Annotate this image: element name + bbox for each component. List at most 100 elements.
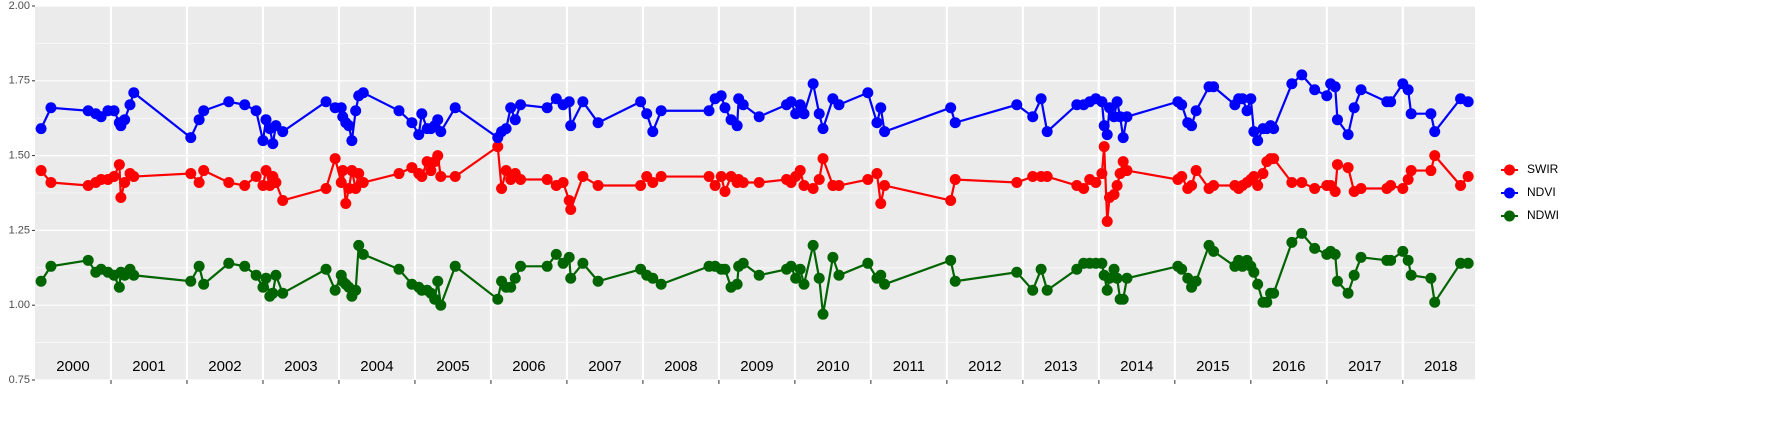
data-point — [1111, 272, 1123, 284]
data-point — [35, 123, 47, 135]
data-point — [115, 191, 127, 203]
data-point — [871, 168, 883, 180]
data-point — [1268, 153, 1280, 165]
data-point — [393, 263, 405, 275]
data-point — [193, 260, 205, 272]
data-point — [277, 126, 289, 138]
data-point — [945, 194, 957, 206]
data-point — [1348, 102, 1360, 114]
data-point — [1108, 263, 1120, 275]
data-point — [353, 168, 365, 180]
data-point — [492, 293, 504, 305]
data-point — [193, 177, 205, 189]
data-point — [794, 99, 806, 111]
data-point — [703, 105, 715, 117]
data-point — [113, 159, 125, 171]
data-point — [1176, 171, 1188, 183]
data-point — [1462, 257, 1474, 269]
data-point — [416, 171, 428, 183]
data-point — [715, 171, 727, 183]
data-point — [353, 239, 365, 251]
data-point — [329, 284, 341, 296]
data-point — [862, 174, 874, 186]
data-point — [827, 251, 839, 263]
year-label: 2017 — [1348, 358, 1381, 375]
year-label: 2013 — [1044, 358, 1077, 375]
data-point — [565, 120, 577, 132]
year-label: 2007 — [588, 358, 621, 375]
data-point — [1027, 284, 1039, 296]
data-point — [432, 275, 444, 287]
data-point — [1041, 171, 1053, 183]
data-point — [833, 180, 845, 192]
data-point — [1429, 150, 1441, 162]
data-point — [277, 287, 289, 299]
data-point — [1041, 284, 1053, 296]
data-point — [790, 108, 802, 120]
data-point — [1121, 111, 1133, 123]
data-point — [1190, 275, 1202, 287]
data-point — [515, 260, 527, 272]
data-point — [260, 272, 272, 284]
data-point — [406, 117, 418, 129]
data-point — [335, 102, 347, 114]
data-point — [1186, 120, 1198, 132]
data-point — [817, 153, 829, 165]
year-label: 2014 — [1120, 358, 1153, 375]
data-point — [563, 194, 575, 206]
data-point — [563, 96, 575, 108]
data-point — [1078, 183, 1090, 195]
data-point — [1111, 96, 1123, 108]
data-point — [1296, 69, 1308, 81]
data-point — [119, 177, 131, 189]
data-point — [1176, 263, 1188, 275]
data-point — [1385, 96, 1397, 108]
data-point — [128, 269, 140, 281]
data-point — [794, 263, 806, 275]
data-point — [655, 171, 667, 183]
data-point — [449, 171, 461, 183]
legend-label: NDWI — [1527, 208, 1559, 222]
data-point — [1011, 266, 1023, 278]
data-point — [635, 180, 647, 192]
data-point — [1101, 284, 1113, 296]
data-point — [1296, 177, 1308, 189]
data-point — [45, 177, 57, 189]
data-point — [577, 171, 589, 183]
data-point — [1355, 183, 1367, 195]
data-point — [1342, 162, 1354, 174]
data-point — [875, 269, 887, 281]
data-point — [785, 96, 797, 108]
data-point — [239, 99, 251, 111]
data-point — [1252, 180, 1264, 192]
data-point — [1208, 245, 1220, 257]
data-point — [807, 239, 819, 251]
data-point — [449, 260, 461, 272]
data-point — [193, 114, 205, 126]
data-point — [813, 174, 825, 186]
data-point — [1385, 254, 1397, 266]
legend-swatch — [1504, 164, 1515, 176]
data-point — [1090, 177, 1102, 189]
data-point — [1121, 272, 1133, 284]
data-point — [124, 99, 136, 111]
data-point — [1309, 183, 1321, 195]
data-point — [257, 135, 269, 147]
data-point — [185, 275, 197, 287]
data-point — [807, 78, 819, 90]
data-point — [753, 177, 765, 189]
data-point — [871, 117, 883, 129]
data-point — [45, 260, 57, 272]
data-point — [655, 105, 667, 117]
data-point — [350, 183, 362, 195]
data-point — [862, 87, 874, 99]
data-point — [357, 248, 369, 260]
data-point — [790, 272, 802, 284]
data-point — [250, 105, 262, 117]
data-point — [260, 114, 272, 126]
data-point — [1348, 269, 1360, 281]
y-tick-label: 1.00 — [9, 299, 30, 311]
data-point — [813, 272, 825, 284]
data-point — [1425, 165, 1437, 177]
data-point — [515, 174, 527, 186]
